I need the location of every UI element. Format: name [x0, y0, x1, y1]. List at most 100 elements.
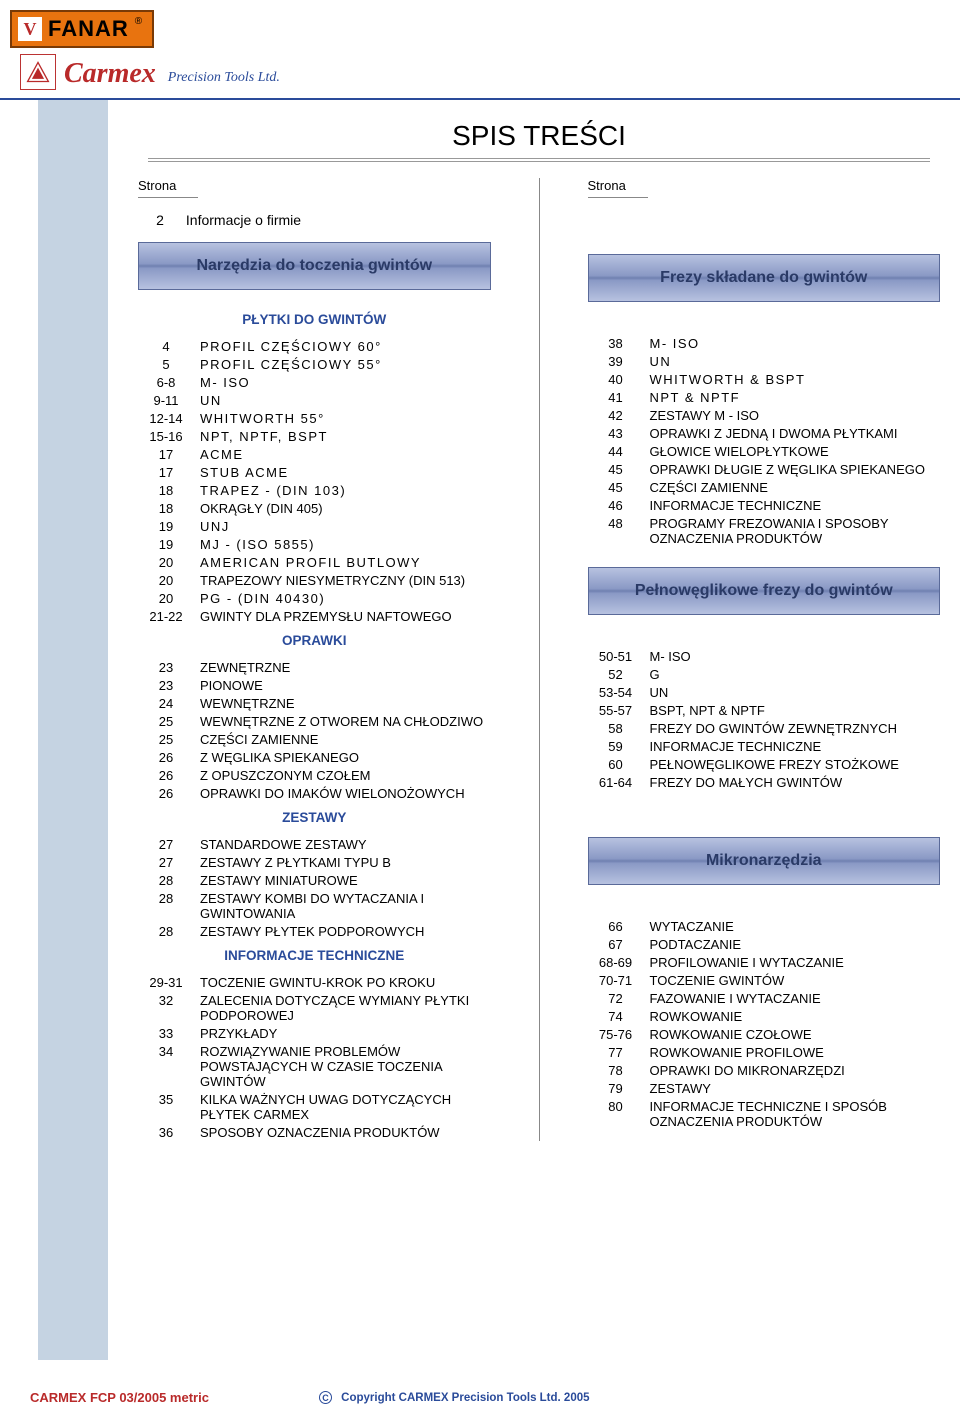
banner-mikronarzedzia: Mikronarzędzia — [588, 837, 941, 885]
toc-page: 40 — [588, 370, 650, 388]
header-logos: V FANAR ® Carmex Precision Tools Ltd. — [0, 0, 960, 96]
toc-label: Z WĘGLIKA SPIEKANEGO — [200, 748, 491, 766]
toc-label: ZESTAWY M - ISO — [650, 406, 941, 424]
toc-row: 41NPT & NPTF — [588, 388, 941, 406]
toc-row: 26Z WĘGLIKA SPIEKANEGO — [138, 748, 491, 766]
toc-page: 60 — [588, 755, 650, 773]
toc-row: 66WYTACZANIE — [588, 917, 941, 935]
toc-page: 27 — [138, 853, 200, 871]
carmex-subtitle: Precision Tools Ltd. — [168, 70, 280, 90]
toc-page: 26 — [138, 766, 200, 784]
toc-page: 52 — [588, 665, 650, 683]
toc-label: M- ISO — [650, 334, 941, 352]
left-column: Strona 2 Informacje o firmie Narzędzia d… — [138, 178, 491, 1141]
toc-row: 68-69PROFILOWANIE I WYTACZANIE — [588, 953, 941, 971]
toc-page: 25 — [138, 712, 200, 730]
toc-row: 18OKRĄGŁY (DIN 405) — [138, 499, 491, 517]
toc-row: 20AMERICAN PROFIL BUTLOWY — [138, 553, 491, 571]
carmex-triangle-icon — [20, 54, 56, 90]
toc-row: 40WHITWORTH & BSPT — [588, 370, 941, 388]
toc-row: 20TRAPEZOWY NIESYMETRYCZNY (DIN 513) — [138, 571, 491, 589]
toc-page: 20 — [138, 589, 200, 607]
toc-row: 38M- ISO — [588, 334, 941, 352]
toc-label: FREZY DO GWINTÓW ZEWNĘTRZNYCH — [650, 719, 941, 737]
toc-row: 33PRZYKŁADY — [138, 1024, 491, 1042]
toc-label: NPT, NPTF, BSPT — [200, 427, 491, 445]
toc-page: 18 — [138, 481, 200, 499]
toc-label: UN — [200, 391, 491, 409]
spacer — [588, 637, 941, 647]
toc-row: 19UNJ — [138, 517, 491, 535]
toc-row: 79ZESTAWY — [588, 1079, 941, 1097]
toc-page: 43 — [588, 424, 650, 442]
main-content: SPIS TREŚCI Strona 2 Informacje o firmie… — [108, 100, 960, 1360]
column-separator — [539, 178, 540, 1141]
toc-row: 48PROGRAMY FREZOWANIA I SPOSOBY OZNACZEN… — [588, 514, 941, 547]
toc-page: 28 — [138, 871, 200, 889]
toc-label: PG - (DIN 40430) — [200, 589, 491, 607]
two-column-layout: Strona 2 Informacje o firmie Narzędzia d… — [138, 178, 940, 1141]
toc-label: WEWNĘTRZNE — [200, 694, 491, 712]
toc-row: 26OPRAWKI DO IMAKÓW WIELONOŻOWYCH — [138, 784, 491, 802]
toc-row: 19MJ - (ISO 5855) — [138, 535, 491, 553]
toc-label: GWINTY DLA PRZEMYSŁU NAFTOWEGO — [200, 607, 491, 625]
toc-row: 28ZESTAWY KOMBI DO WYTACZANIA I GWINTOWA… — [138, 889, 491, 922]
toc-row: 55-57BSPT, NPT & NPTF — [588, 701, 941, 719]
toc-page: 34 — [138, 1042, 200, 1090]
page: V FANAR ® Carmex Precision Tools Ltd. SP… — [0, 0, 960, 1415]
toc-page: 26 — [138, 748, 200, 766]
toc-label: CZĘŚCI ZAMIENNE — [200, 730, 491, 748]
toc-page: 33 — [138, 1024, 200, 1042]
toc-list-zestawy: 27STANDARDOWE ZESTAWY27ZESTAWY Z PŁYTKAM… — [138, 835, 491, 940]
toc-label: ZESTAWY MINIATUROWE — [200, 871, 491, 889]
toc-page: 48 — [588, 514, 650, 547]
toc-row: 77ROWKOWANIE PROFILOWE — [588, 1043, 941, 1061]
toc-page: 55-57 — [588, 701, 650, 719]
toc-page: 38 — [588, 334, 650, 352]
toc-page: 41 — [588, 388, 650, 406]
toc-page: 59 — [588, 737, 650, 755]
spacer — [588, 791, 941, 831]
toc-page: 20 — [138, 553, 200, 571]
toc-label: ROWKOWANIE PROFILOWE — [650, 1043, 941, 1061]
toc-page: 77 — [588, 1043, 650, 1061]
toc-page: 66 — [588, 917, 650, 935]
toc-page: 27 — [138, 835, 200, 853]
toc-row: 36SPOSOBY OZNACZENIA PRODUKTÓW — [138, 1123, 491, 1141]
toc-page: 72 — [588, 989, 650, 1007]
toc-label: OPRAWKI Z JEDNĄ I DWOMA PŁYTKAMI — [650, 424, 941, 442]
toc-row: 27STANDARDOWE ZESTAWY — [138, 835, 491, 853]
toc-row: 58FREZY DO GWINTÓW ZEWNĘTRZNYCH — [588, 719, 941, 737]
toc-row: 70-71TOCZENIE GWINTÓW — [588, 971, 941, 989]
toc-page: 19 — [138, 517, 200, 535]
toc-row: 25WEWNĘTRZNE Z OTWOREM NA CHŁODZIWO — [138, 712, 491, 730]
toc-page: 35 — [138, 1090, 200, 1123]
toc-label: PIONOWE — [200, 676, 491, 694]
toc-row: 78OPRAWKI DO MIKRONARZĘDZI — [588, 1061, 941, 1079]
toc-row: 34ROZWIĄZYWANIE PROBLEMÓW POWSTAJĄCYCH W… — [138, 1042, 491, 1090]
toc-label: INFORMACJE TECHNICZNE I SPOSÓB OZNACZENI… — [650, 1097, 941, 1130]
toc-label: WHITWORTH 55° — [200, 409, 491, 427]
toc-label: GŁOWICE WIELOPŁYTKOWE — [650, 442, 941, 460]
footer-copyright: C Copyright CARMEX Precision Tools Ltd. … — [319, 1391, 590, 1404]
toc-label: WEWNĘTRZNE Z OTWOREM NA CHŁODZIWO — [200, 712, 491, 730]
toc-row: 80INFORMACJE TECHNICZNE I SPOSÓB OZNACZE… — [588, 1097, 941, 1130]
toc-row: 67PODTACZANIE — [588, 935, 941, 953]
toc-page: 53-54 — [588, 683, 650, 701]
toc-row: 25CZĘŚCI ZAMIENNE — [138, 730, 491, 748]
toc-label: ZALECENIA DOTYCZĄCE WYMIANY PŁYTKI PODPO… — [200, 991, 491, 1024]
footer-copy-text: Copyright CARMEX Precision Tools Ltd. 20… — [341, 1392, 589, 1404]
toc-page: 26 — [138, 784, 200, 802]
toc-label: FAZOWANIE I WYTACZANIE — [650, 989, 941, 1007]
toc-page: 50-51 — [588, 647, 650, 665]
toc-list-mikro: 66WYTACZANIE67PODTACZANIE68-69PROFILOWAN… — [588, 917, 941, 1130]
toc-row: 45OPRAWKI DŁUGIE Z WĘGLIKA SPIEKANEGO — [588, 460, 941, 478]
toc-row: 24WEWNĘTRZNE — [138, 694, 491, 712]
footer: CARMEX FCP 03/2005 metric C Copyright CA… — [0, 1360, 960, 1415]
toc-label: CZĘŚCI ZAMIENNE — [650, 478, 941, 496]
toc-row: 15-16NPT, NPTF, BSPT — [138, 427, 491, 445]
toc-page: 68-69 — [588, 953, 650, 971]
toc-label: ROWKOWANIE — [650, 1007, 941, 1025]
toc-page: 45 — [588, 460, 650, 478]
toc-row: 17ACME — [138, 445, 491, 463]
